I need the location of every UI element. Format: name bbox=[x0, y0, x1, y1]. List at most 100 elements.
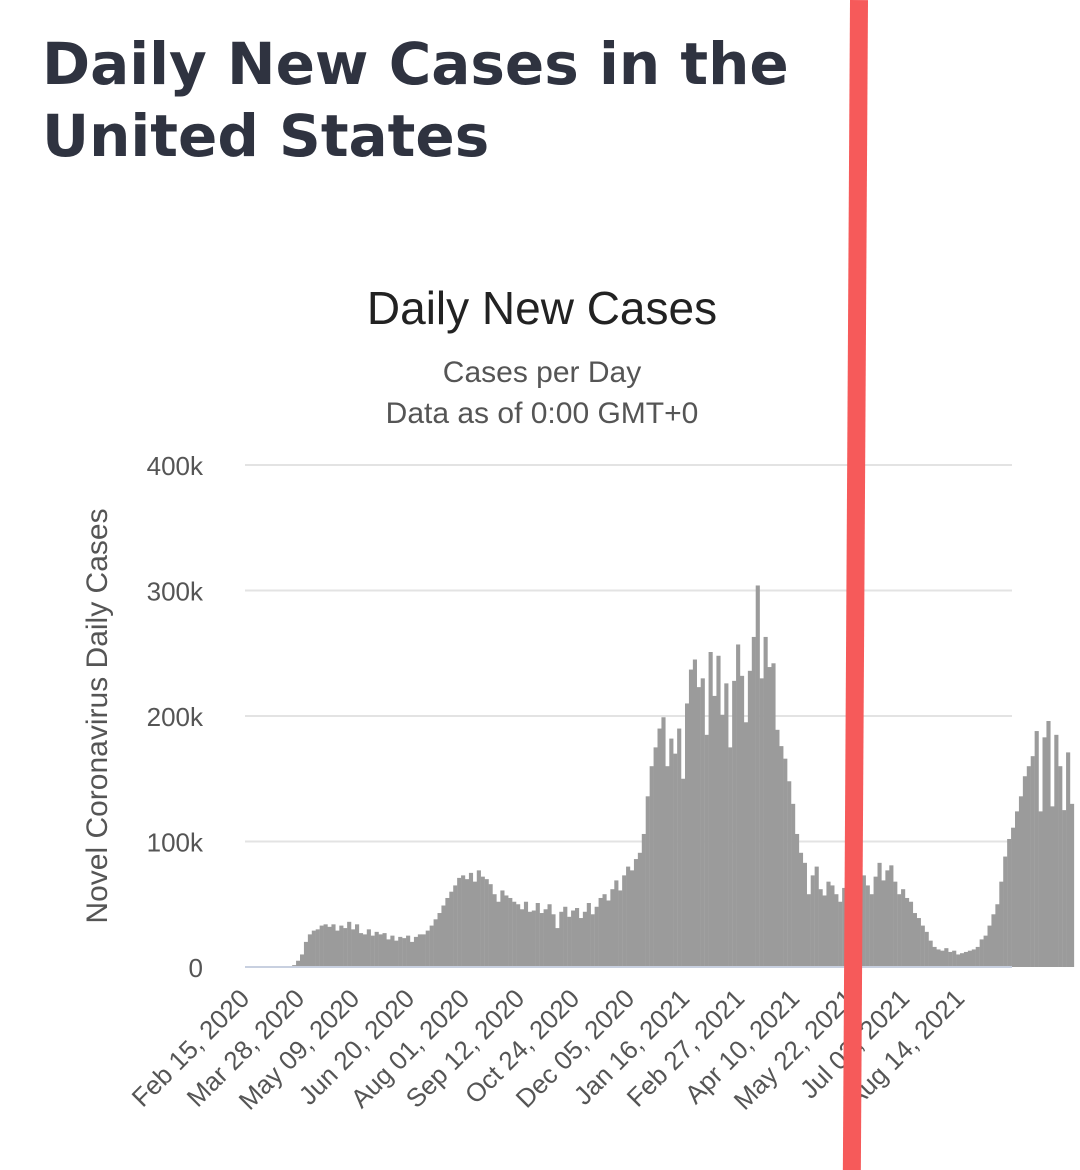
bar bbox=[488, 884, 493, 967]
bar bbox=[578, 918, 584, 967]
bar bbox=[586, 903, 591, 967]
bar bbox=[641, 833, 646, 967]
bar bbox=[767, 667, 772, 967]
bar bbox=[716, 655, 721, 967]
bar bbox=[783, 758, 788, 967]
bar bbox=[967, 950, 972, 967]
bar bbox=[810, 875, 815, 967]
bar bbox=[445, 897, 450, 967]
bar bbox=[303, 941, 309, 967]
bar bbox=[425, 930, 430, 967]
bar bbox=[869, 894, 874, 967]
bar bbox=[567, 916, 572, 967]
bar bbox=[920, 925, 925, 967]
chart-subtitle-line-2: Data as of 0:00 GMT+0 bbox=[386, 397, 699, 430]
bar bbox=[685, 703, 690, 967]
bar bbox=[795, 833, 800, 967]
bar bbox=[343, 928, 348, 967]
bar bbox=[1022, 776, 1027, 967]
bar bbox=[649, 766, 654, 967]
bar bbox=[838, 901, 843, 967]
bar bbox=[1015, 811, 1020, 967]
bar bbox=[633, 859, 639, 967]
bar bbox=[520, 909, 525, 967]
page-title: Daily New Cases in the United States bbox=[42, 30, 789, 170]
bar bbox=[747, 670, 752, 967]
bar bbox=[893, 881, 898, 967]
bar bbox=[999, 881, 1004, 967]
bar bbox=[590, 914, 595, 967]
bar bbox=[508, 897, 513, 967]
bar bbox=[551, 914, 556, 967]
y-tick-label: 200k bbox=[147, 702, 204, 732]
bar bbox=[755, 585, 760, 967]
bar bbox=[555, 928, 560, 967]
bar bbox=[916, 918, 921, 967]
bar bbox=[516, 904, 521, 967]
bar bbox=[441, 905, 446, 967]
bar bbox=[1062, 810, 1067, 968]
bar bbox=[563, 906, 568, 967]
gridlines bbox=[245, 464, 1012, 843]
bar bbox=[826, 881, 831, 967]
bar bbox=[496, 901, 501, 967]
bar bbox=[386, 939, 391, 967]
bar bbox=[700, 678, 705, 967]
bar bbox=[461, 875, 466, 967]
bar bbox=[751, 636, 756, 967]
bar bbox=[335, 930, 340, 967]
bar bbox=[323, 924, 328, 967]
bar bbox=[1046, 721, 1051, 967]
bar bbox=[979, 939, 984, 967]
bar bbox=[311, 930, 316, 967]
bar bbox=[724, 683, 729, 967]
bar bbox=[645, 796, 650, 967]
bar bbox=[331, 924, 336, 967]
bar bbox=[653, 747, 658, 968]
bar bbox=[932, 946, 937, 967]
bar bbox=[437, 913, 442, 967]
bar bbox=[630, 870, 635, 967]
bar bbox=[355, 924, 360, 967]
bar bbox=[720, 714, 725, 967]
bar bbox=[657, 728, 662, 967]
bar bbox=[669, 738, 674, 967]
bar bbox=[480, 876, 485, 967]
bars bbox=[288, 585, 1075, 968]
bar bbox=[539, 913, 544, 967]
bar bbox=[798, 852, 804, 967]
bar bbox=[315, 929, 320, 967]
bar bbox=[594, 906, 599, 967]
bar bbox=[952, 950, 957, 967]
bar bbox=[971, 949, 976, 967]
bar bbox=[606, 900, 611, 967]
bar bbox=[791, 803, 796, 967]
bar bbox=[696, 687, 701, 967]
bar bbox=[936, 949, 941, 967]
bar bbox=[771, 663, 776, 967]
bar bbox=[905, 897, 910, 967]
bar bbox=[492, 894, 497, 967]
bar bbox=[912, 913, 917, 967]
y-axis-label: Novel Coronavirus Daily Cases bbox=[81, 508, 114, 923]
bar bbox=[908, 901, 914, 967]
bar bbox=[1070, 803, 1075, 967]
bar bbox=[398, 936, 403, 967]
bar bbox=[901, 889, 906, 967]
bar bbox=[402, 938, 407, 967]
bar bbox=[677, 728, 682, 967]
bar bbox=[598, 897, 603, 967]
bar bbox=[708, 652, 713, 967]
bar bbox=[1003, 856, 1008, 967]
bar bbox=[465, 879, 470, 967]
bar bbox=[468, 872, 474, 968]
bar bbox=[1026, 766, 1031, 967]
bar bbox=[421, 934, 426, 967]
bar bbox=[351, 929, 356, 967]
bar bbox=[830, 885, 835, 967]
bar bbox=[512, 901, 517, 967]
bar bbox=[307, 934, 312, 967]
y-tick-label: 100k bbox=[147, 828, 204, 858]
bar bbox=[712, 695, 717, 967]
bar bbox=[987, 925, 992, 967]
